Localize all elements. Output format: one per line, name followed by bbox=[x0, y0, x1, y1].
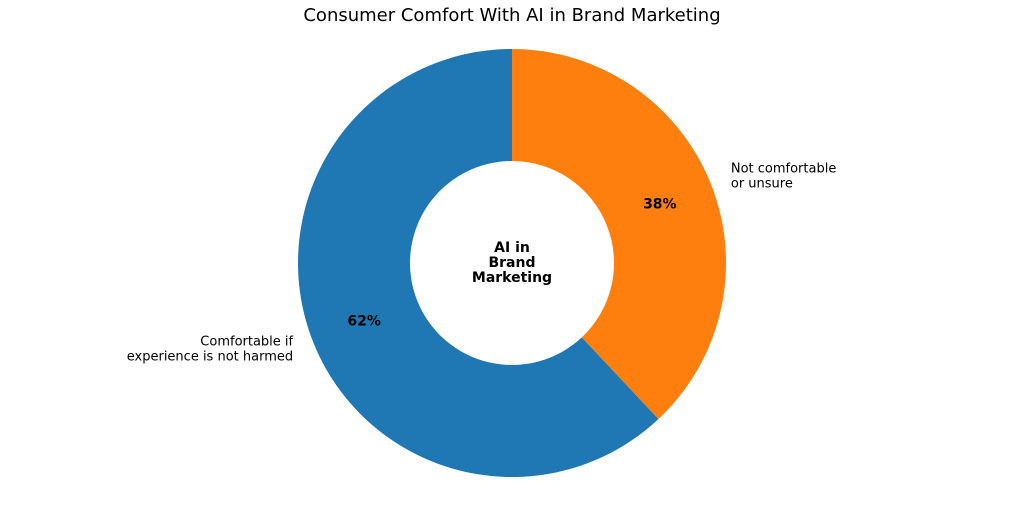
donut-slice bbox=[512, 49, 726, 419]
value-label: 62% bbox=[347, 314, 381, 330]
category-label: Comfortable if experience is not harmed bbox=[127, 335, 294, 365]
donut-slice bbox=[298, 49, 659, 478]
category-label: Not comfortable or unsure bbox=[731, 161, 836, 191]
center-label: AI in Brand Marketing bbox=[472, 240, 552, 286]
value-label: 38% bbox=[643, 196, 677, 212]
chart-title: Consumer Comfort With AI in Brand Market… bbox=[303, 5, 720, 26]
